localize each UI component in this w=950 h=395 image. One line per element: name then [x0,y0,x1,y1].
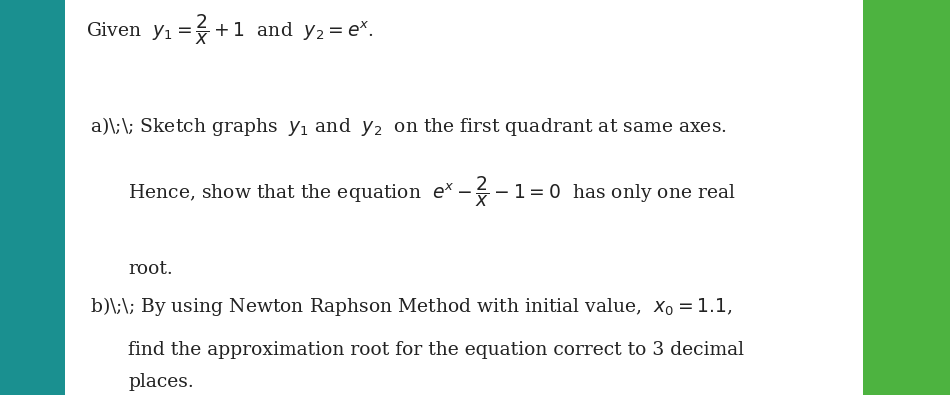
FancyBboxPatch shape [0,0,304,87]
FancyBboxPatch shape [863,0,950,395]
Text: Hence, show that the equation  $e^{x} - \dfrac{2}{x} - 1 = 0$  has only one real: Hence, show that the equation $e^{x} - \… [128,175,736,209]
Text: places.: places. [128,373,194,391]
Text: find the approximation root for the equation correct to 3 decimal: find the approximation root for the equa… [128,341,744,359]
Text: root.: root. [128,260,173,278]
Text: a)\;\; Sketch graphs  $y_1$ and  $y_2$  on the first quadrant at same axes.: a)\;\; Sketch graphs $y_1$ and $y_2$ on … [90,115,727,138]
FancyBboxPatch shape [65,0,863,395]
Text: b)\;\; By using Newton Raphson Method with initial value,  $x_0 = 1.1$,: b)\;\; By using Newton Raphson Method wi… [90,295,732,318]
Text: Given  $y_1 = \dfrac{2}{x}+1$  and  $y_2 = e^{x}$.: Given $y_1 = \dfrac{2}{x}+1$ and $y_2 = … [86,13,373,47]
FancyBboxPatch shape [0,0,65,395]
